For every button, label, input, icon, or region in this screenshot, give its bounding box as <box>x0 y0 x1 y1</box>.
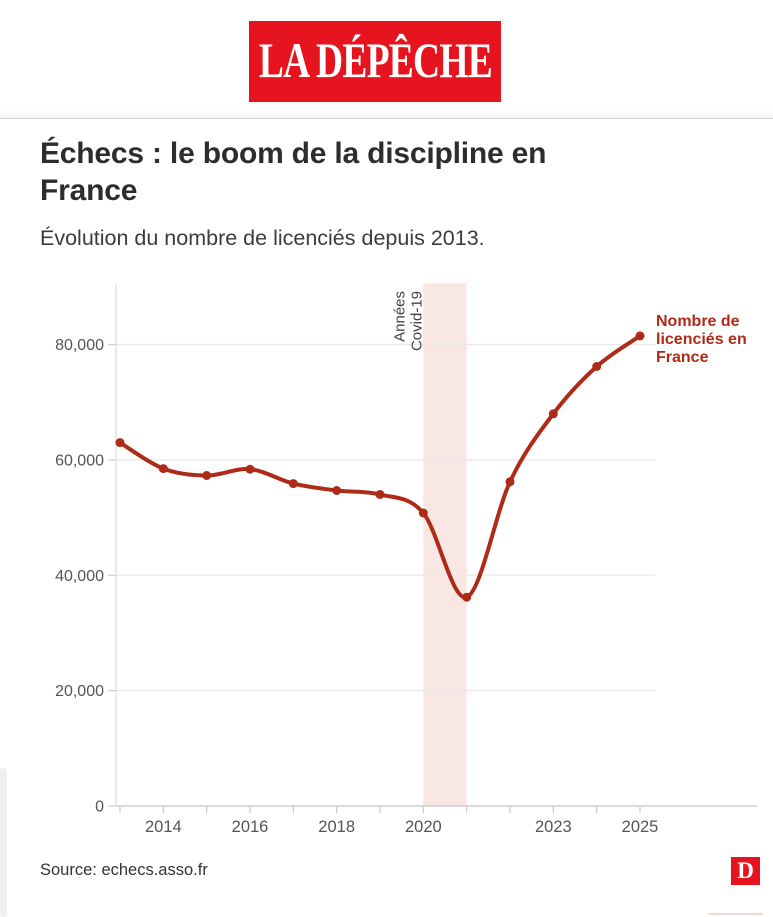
x-tick-label: 2014 <box>145 818 182 836</box>
data-point <box>158 464 168 474</box>
data-point <box>332 486 342 495</box>
x-tick-label: 2016 <box>232 818 269 836</box>
data-line <box>118 333 642 600</box>
header-divider <box>0 110 773 119</box>
data-point <box>202 471 212 480</box>
data-point <box>288 479 298 489</box>
ladepeche-logo-text: LA DÉPÊCHE <box>258 32 492 88</box>
y-tick-label: 20,000 <box>55 683 104 700</box>
series-end-label: Nombre de licenciés en France <box>656 313 747 366</box>
x-tick-label: 2025 <box>622 818 659 836</box>
data-point <box>245 464 255 474</box>
x-tick-label: 2020 <box>405 818 442 836</box>
ladepeche-d-logo[interactable]: D <box>731 857 760 885</box>
covid-band <box>423 283 467 806</box>
data-point <box>418 508 428 518</box>
data-point <box>548 409 558 419</box>
ladepeche-logo[interactable]: LA DÉPÊCHE <box>249 21 501 102</box>
page-subtitle: Évolution du nombre de licenciés depuis … <box>40 226 485 250</box>
bottom-right-cropped-element <box>708 913 763 915</box>
y-tick-label: 0 <box>95 799 104 816</box>
y-tick-label: 40,000 <box>55 568 104 585</box>
data-point <box>635 331 645 341</box>
data-point <box>462 592 472 602</box>
data-point <box>375 490 385 499</box>
d-logo-letter: D <box>737 857 754 883</box>
y-tick-label: 60,000 <box>55 452 104 469</box>
data-point <box>592 362 602 371</box>
left-scrollbar-strip[interactable] <box>0 768 7 917</box>
page-title: Échecs : le boom de la discipline en Fra… <box>40 137 547 207</box>
data-point <box>115 438 125 448</box>
covid-annotation: AnnéesCovid-19 <box>391 291 425 351</box>
x-tick-label: 2023 <box>535 818 572 836</box>
x-tick-label: 2018 <box>318 818 355 836</box>
y-tick-label: 80,000 <box>55 337 104 354</box>
data-point <box>505 477 515 487</box>
source-text: Source: echecs.asso.fr <box>40 861 208 879</box>
